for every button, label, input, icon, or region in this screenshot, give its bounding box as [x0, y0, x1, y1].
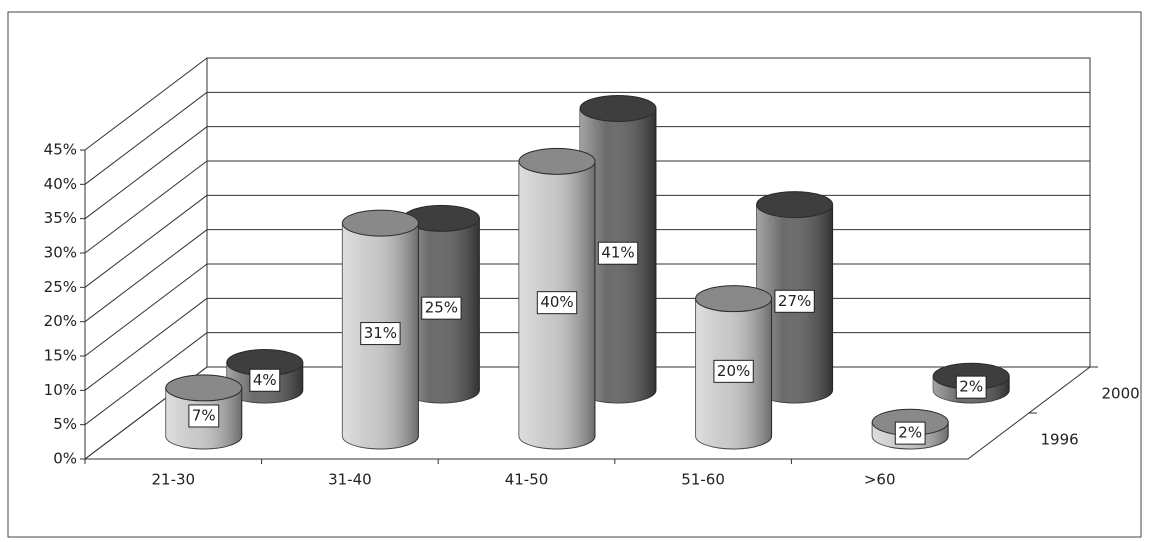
y-tick-label: 10% — [44, 381, 77, 399]
cylinder-top-shade — [342, 210, 419, 237]
grid-line — [84, 332, 208, 426]
cylinder-top-shade — [695, 285, 772, 312]
value-label: 2% — [898, 424, 922, 442]
value-label-box — [955, 375, 987, 399]
grid-line — [84, 91, 208, 185]
value-label-box — [713, 359, 754, 383]
value-label: 4% — [253, 371, 277, 389]
x-tick-label: 51-60 — [681, 471, 725, 489]
value-label: 40% — [540, 293, 573, 311]
cylinder-top — [341, 209, 419, 237]
grid-line — [84, 126, 208, 220]
x-tick-label: >60 — [864, 471, 896, 489]
series-label: 2000 — [1102, 385, 1140, 403]
value-label-box — [249, 368, 281, 392]
y-tick-label: 35% — [44, 209, 77, 227]
grid-line — [84, 263, 208, 357]
y-tick-label: 30% — [44, 244, 77, 262]
y-tick-label: 25% — [44, 278, 77, 296]
x-tick-label: 21-30 — [152, 471, 196, 489]
cylinder-top-shade — [165, 374, 242, 401]
grid-line — [84, 194, 208, 288]
value-label: 2% — [959, 378, 983, 396]
grid-line — [84, 229, 208, 323]
grid-line — [84, 57, 208, 151]
value-label: 41% — [601, 244, 634, 262]
cylinder-top-shade — [226, 349, 303, 376]
cylinder-top-shade — [403, 205, 480, 232]
x-tick-label: 41-50 — [505, 471, 549, 489]
cylinder-top-shade — [580, 95, 656, 122]
value-label: 25% — [425, 299, 458, 317]
value-label-box — [421, 296, 462, 320]
value-label-box — [597, 241, 639, 265]
cylinder-top-shade — [519, 148, 595, 175]
value-label-box — [894, 421, 926, 445]
value-label-box — [536, 291, 578, 315]
x-tick-label: 31-40 — [328, 471, 372, 489]
value-label: 31% — [364, 324, 397, 342]
series-label: 1996 — [1041, 431, 1079, 449]
cylinder-top — [518, 147, 596, 175]
value-label: 27% — [778, 292, 811, 310]
y-tick-label: 0% — [53, 450, 77, 468]
cylinder-top — [165, 374, 243, 402]
y-tick-label: 40% — [44, 175, 77, 193]
grid-line — [84, 297, 208, 391]
value-label-box — [360, 322, 401, 346]
y-tick-label: 15% — [44, 347, 77, 365]
cylinder-top-shade — [756, 191, 833, 218]
grid-line — [84, 160, 208, 254]
value-label: 20% — [717, 362, 750, 380]
frame — [7, 11, 1142, 538]
cylinder-top — [756, 191, 834, 219]
y-tick-label: 45% — [44, 141, 77, 159]
y-tick-label: 5% — [53, 415, 77, 433]
cylinder-top — [579, 94, 657, 122]
value-label: 7% — [192, 406, 216, 424]
value-label-box — [188, 404, 220, 428]
y-tick-label: 20% — [44, 312, 77, 330]
cylinder-top — [695, 285, 773, 313]
value-label-box — [774, 289, 815, 313]
